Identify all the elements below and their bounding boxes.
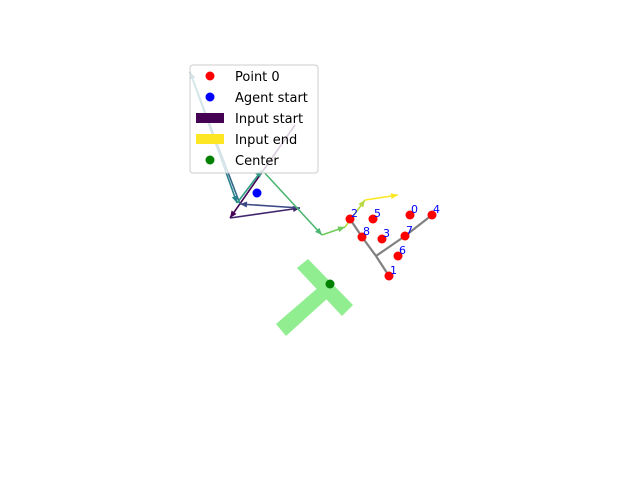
legend-marker [205,155,215,165]
legend: Point 0 Agent start Input start Input end Ce… [189,64,319,174]
point-label: 4 [433,203,440,216]
legend-label: Center [235,154,279,169]
green-shape-bar [297,259,353,316]
input-arrowhead [315,227,322,235]
legend-label: Point 0 [235,70,280,85]
input-segment [261,169,323,236]
legend-label: Agent start [235,91,308,106]
point-label: 1 [390,264,397,277]
input-segment [229,207,301,219]
legend-marker [205,71,215,81]
input-arrowhead [230,210,237,218]
points: 0 1 2 3 4 5 67 8 [345,203,440,281]
point-label: 7 [406,224,413,237]
input-arrowhead [231,195,238,203]
agent-start-marker [252,188,262,198]
input-arrowhead [358,200,365,208]
legend-swatch [196,113,224,123]
point-label: 5 [374,207,381,220]
point-label: 6 [399,244,406,257]
input-arrowhead [390,193,398,200]
legend-swatch [196,134,224,144]
point-marker [393,251,403,261]
legend-marker [205,92,215,102]
special-markers [252,188,335,289]
point-marker [377,234,387,244]
point-marker [384,271,394,281]
green-shape [276,259,353,336]
point-label: 2 [351,207,358,220]
point-label: 0 [411,203,418,216]
input-segment [239,203,301,209]
point-marker [345,214,355,224]
point-marker [427,210,437,220]
green-shape-arm [276,286,329,336]
tree-edge [375,235,406,257]
legend-label: Input end [235,133,297,148]
input-arrowhead [240,201,248,208]
center-marker [325,279,335,289]
point-marker [357,232,367,242]
tree-edge [404,214,433,237]
legend-frame [189,64,319,174]
point-marker [405,210,415,220]
legend-label: Input start [235,112,303,127]
point-marker [368,214,378,224]
point-label: 8 [363,225,370,238]
point-label: 3 [383,227,390,240]
input-arrowhead [337,226,345,233]
point-marker [400,231,410,241]
